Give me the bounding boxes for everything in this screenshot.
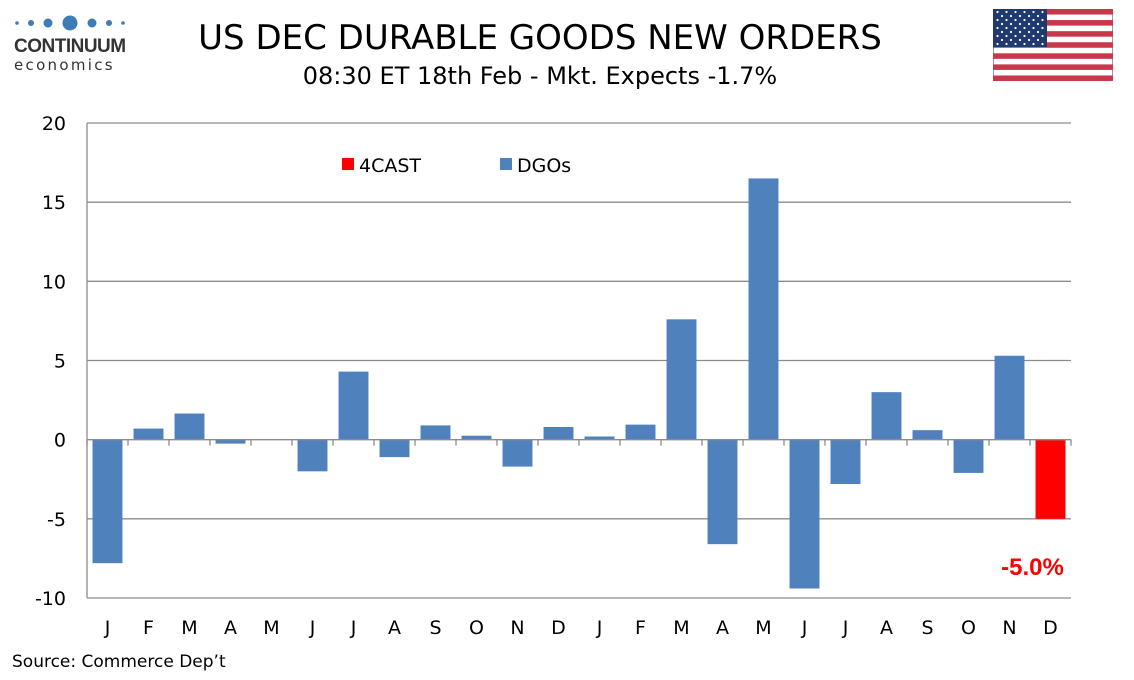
axes <box>86 123 1072 598</box>
y-tick-label: -10 <box>35 588 66 610</box>
legend-label-dgos: DGOs <box>517 155 571 177</box>
logo-dots-icon <box>15 15 125 31</box>
x-tick-label: F <box>635 617 646 639</box>
x-tick-label: M <box>181 617 197 639</box>
dgos-bar <box>461 435 492 440</box>
y-tick-label: -5 <box>47 509 66 531</box>
forecast-bar <box>1035 439 1066 519</box>
source-note: Source: Commerce Dep’t <box>12 652 226 672</box>
dgos-bar <box>420 425 451 440</box>
dgos-bar <box>666 319 697 440</box>
continuum-economics-logo: CONTINUUM economics <box>14 14 132 73</box>
dgos-bar <box>338 371 369 440</box>
dgos-bar <box>748 178 779 440</box>
x-tick-label: A <box>224 617 237 639</box>
x-tick-label: D <box>551 617 566 639</box>
dgos-bar <box>297 439 328 472</box>
dgos-bar <box>707 439 738 545</box>
dgos-bar <box>625 424 656 440</box>
x-tick-label: J <box>350 617 357 639</box>
x-tick-label: O <box>961 617 976 639</box>
x-tick-label: N <box>510 617 524 639</box>
legend-swatch-dgos <box>500 158 512 170</box>
dgos-bar <box>584 436 615 440</box>
x-tick-label: J <box>842 617 849 639</box>
dgos-bar <box>379 439 410 458</box>
dgos-bar <box>215 439 246 444</box>
tick-labels: -10 -5 0 5 10 15 20 J F M A M J J A S O N D J F M A M J J A S O N D <box>35 113 1058 639</box>
x-tick-label: A <box>880 617 893 639</box>
legend-label-4cast: 4CAST <box>359 155 421 177</box>
x-tick-label: J <box>104 617 111 639</box>
x-tick-label: S <box>429 617 441 639</box>
x-tick-label: M <box>263 617 279 639</box>
dgos-bar <box>92 439 123 564</box>
x-tick-label: A <box>716 617 729 639</box>
gridlines <box>87 122 1071 599</box>
x-tick-label: J <box>801 617 808 639</box>
x-tick-label: N <box>1002 617 1016 639</box>
bars <box>92 178 1066 589</box>
y-tick-label: 0 <box>54 430 66 452</box>
x-tick-label: A <box>388 617 401 639</box>
dgos-bar <box>912 430 943 440</box>
dgos-bar <box>871 392 902 440</box>
dgos-bar <box>789 439 820 589</box>
x-tick-label: F <box>143 617 154 639</box>
x-tick-label: S <box>921 617 933 639</box>
dgos-bar <box>174 413 205 440</box>
chart-subtitle: 08:30 ET 18th Feb - Mkt. Expects -1.7% <box>302 62 778 90</box>
dgos-bar <box>543 427 574 440</box>
x-tick-label: M <box>673 617 689 639</box>
x-tick-label: J <box>596 617 603 639</box>
logo-subtitle: economics <box>14 56 115 74</box>
x-tick-label: J <box>309 617 316 639</box>
dgos-bar <box>953 439 984 473</box>
y-tick-label: 5 <box>54 351 66 373</box>
x-tick-label: O <box>469 617 484 639</box>
us-flag-icon <box>993 9 1113 81</box>
y-tick-label: 20 <box>42 113 66 135</box>
y-tick-label: 15 <box>42 192 66 214</box>
chart-title: US DEC DURABLE GOODS NEW ORDERS <box>198 18 882 58</box>
forecast-annotation: -5.0% <box>1001 554 1064 581</box>
dgos-bar <box>830 439 861 484</box>
y-tick-label: 10 <box>42 271 66 293</box>
dgos-bar <box>994 355 1025 440</box>
x-tick-label: D <box>1043 617 1058 639</box>
legend-swatch-4cast <box>342 158 354 170</box>
x-tick-label: M <box>755 617 771 639</box>
dgos-bar <box>133 428 164 440</box>
dgos-bar <box>502 439 533 467</box>
legend: 4CAST DGOs <box>342 155 571 177</box>
logo-name: CONTINUUM <box>14 36 126 57</box>
